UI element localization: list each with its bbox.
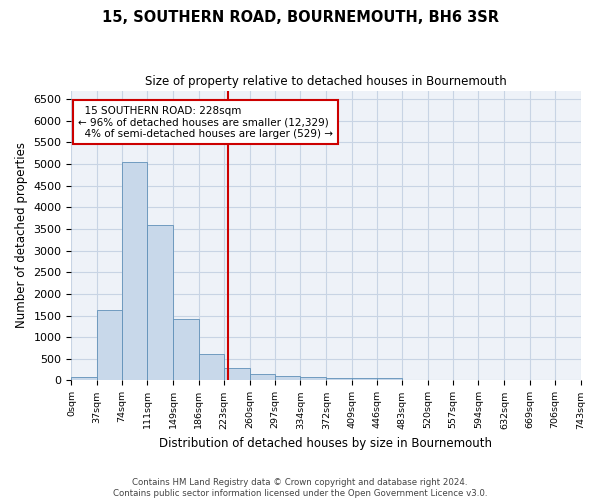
Bar [71,377,97,380]
Bar [97,310,122,380]
Title: Size of property relative to detached houses in Bournemouth: Size of property relative to detached ho… [145,75,507,88]
Bar [173,320,199,380]
Bar [224,368,250,380]
Text: 15 SOUTHERN ROAD: 228sqm
← 96% of detached houses are smaller (12,329)
  4% of s: 15 SOUTHERN ROAD: 228sqm ← 96% of detach… [78,106,333,139]
Bar [300,377,326,380]
Bar [275,376,300,380]
Bar [352,378,377,380]
Bar [326,378,352,380]
X-axis label: Distribution of detached houses by size in Bournemouth: Distribution of detached houses by size … [160,437,493,450]
Bar [122,162,148,380]
Text: 15, SOUTHERN ROAD, BOURNEMOUTH, BH6 3SR: 15, SOUTHERN ROAD, BOURNEMOUTH, BH6 3SR [101,10,499,25]
Bar [250,374,275,380]
Y-axis label: Number of detached properties: Number of detached properties [15,142,28,328]
Bar [148,224,173,380]
Bar [199,354,224,380]
Bar [377,378,403,380]
Text: Contains HM Land Registry data © Crown copyright and database right 2024.
Contai: Contains HM Land Registry data © Crown c… [113,478,487,498]
